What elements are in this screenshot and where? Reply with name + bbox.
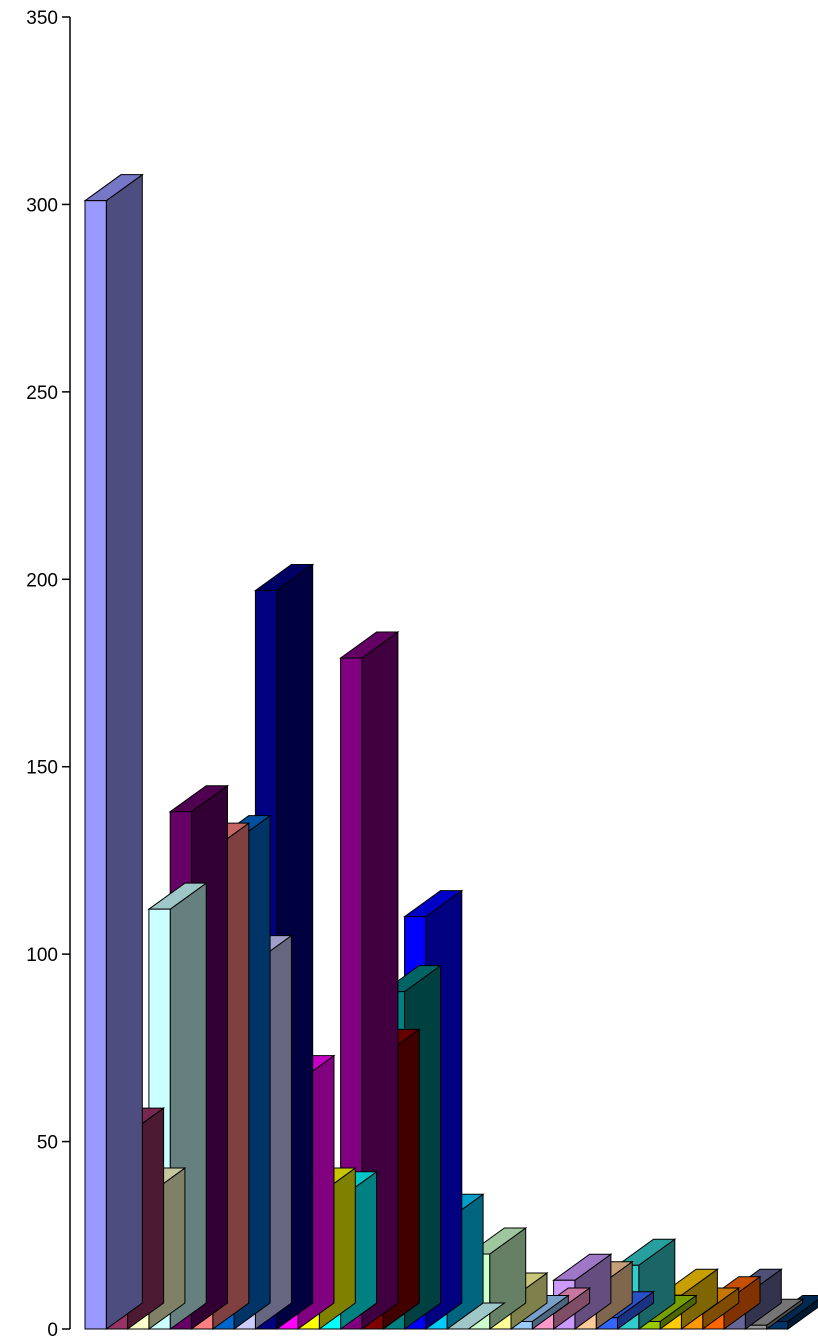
y-axis: 0 50 100 150 200 250 300 350 (26, 8, 71, 1341)
y-tick-label: 350 (26, 8, 58, 29)
y-tick-label: 100 (26, 945, 58, 966)
y-tick-label: 250 (26, 383, 58, 404)
y-tick-label: 150 (26, 758, 58, 779)
y-tick-label: 0 (47, 1320, 58, 1341)
y-tick-label: 50 (37, 1133, 58, 1154)
bar (83, 173, 144, 1330)
bars (83, 173, 818, 1330)
bar (339, 631, 400, 1330)
y-tick-label: 200 (26, 570, 58, 591)
y-tick-label: 300 (26, 195, 58, 216)
